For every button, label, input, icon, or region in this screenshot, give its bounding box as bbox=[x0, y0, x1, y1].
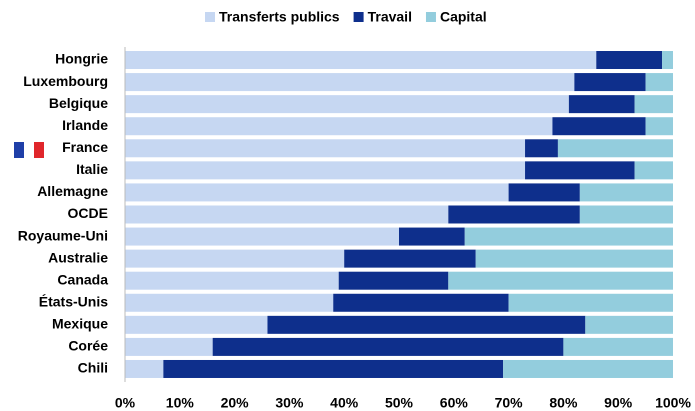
bar-segment bbox=[338, 271, 449, 290]
bar-segment bbox=[525, 139, 558, 158]
bar-segment bbox=[596, 51, 663, 69]
bar-segment bbox=[125, 205, 449, 224]
bar-segment bbox=[552, 117, 646, 136]
bar-segment bbox=[579, 183, 673, 202]
bar-segment bbox=[508, 183, 580, 202]
flag-blue bbox=[14, 142, 24, 158]
category-label: Belgique bbox=[49, 95, 108, 111]
legend-label: Capital bbox=[440, 9, 487, 25]
bar-segment bbox=[568, 95, 635, 114]
x-tick-label: 10% bbox=[166, 395, 195, 411]
category-label: Corée bbox=[68, 338, 108, 354]
legend-swatch bbox=[425, 12, 436, 22]
legend-label: Travail bbox=[368, 9, 412, 25]
x-tick-label: 30% bbox=[275, 395, 304, 411]
category-label: Luxembourg bbox=[23, 73, 108, 89]
x-tick-label: 20% bbox=[221, 395, 250, 411]
bar-segment bbox=[125, 95, 569, 114]
category-label: Irlande bbox=[62, 117, 108, 133]
bar-segment bbox=[125, 359, 164, 378]
bar-segment bbox=[563, 337, 673, 356]
bar-segment bbox=[448, 205, 580, 224]
bar-segment bbox=[125, 315, 268, 334]
x-tick-label: 90% bbox=[604, 395, 633, 411]
x-tick-label: 0% bbox=[115, 395, 136, 411]
category-label: Canada bbox=[57, 271, 108, 287]
category-label: Hongrie bbox=[55, 51, 108, 67]
legend-swatch bbox=[353, 12, 364, 22]
x-tick-label: 40% bbox=[330, 395, 359, 411]
bar-segment bbox=[645, 117, 673, 136]
legend-swatch bbox=[205, 12, 215, 22]
bar-segment bbox=[634, 95, 673, 114]
france-flag bbox=[14, 142, 44, 158]
bar-segment bbox=[267, 315, 586, 334]
x-tick-label: 100% bbox=[655, 395, 691, 411]
category-label: États-Unis bbox=[39, 293, 108, 309]
bar-segment bbox=[574, 73, 646, 92]
bar-segment bbox=[579, 205, 673, 224]
category-label: Italie bbox=[76, 161, 108, 177]
bar-segment bbox=[525, 161, 635, 180]
category-label: OCDE bbox=[68, 205, 108, 221]
bar-segment bbox=[125, 337, 213, 356]
category-label: Chili bbox=[78, 360, 108, 376]
x-tick-label: 60% bbox=[440, 395, 469, 411]
bar-segment bbox=[645, 73, 673, 92]
bar-segment bbox=[125, 139, 526, 158]
bar-segment bbox=[475, 249, 673, 268]
bar-segment bbox=[125, 293, 334, 312]
category-label: Royaume-Uni bbox=[18, 227, 108, 243]
category-label: France bbox=[62, 139, 108, 155]
category-label: Australie bbox=[48, 249, 108, 265]
bar-segment bbox=[634, 161, 673, 180]
x-tick-label: 80% bbox=[549, 395, 578, 411]
bar-segment bbox=[125, 271, 339, 290]
category-label: Mexique bbox=[52, 316, 108, 332]
flag-white bbox=[24, 142, 34, 158]
bar-segment bbox=[464, 227, 673, 246]
bar-segment bbox=[163, 359, 504, 378]
bar-segment bbox=[508, 293, 673, 312]
bar-segment bbox=[557, 139, 673, 158]
category-label: Allemagne bbox=[37, 183, 108, 199]
bar-segment bbox=[662, 51, 673, 69]
bar-segment bbox=[448, 271, 673, 290]
flag-red bbox=[34, 142, 44, 158]
bar-segment bbox=[125, 249, 345, 268]
x-tick-label: 50% bbox=[385, 395, 414, 411]
bar-segment bbox=[125, 161, 526, 180]
bar-segment bbox=[125, 117, 553, 136]
bar-segment bbox=[125, 227, 399, 246]
bar-segment bbox=[125, 51, 597, 69]
bar-segment bbox=[344, 249, 476, 268]
legend-label: Transferts publics bbox=[219, 9, 340, 25]
bar-segment bbox=[125, 183, 509, 202]
bar-segment bbox=[399, 227, 465, 246]
bar-segment bbox=[333, 293, 509, 312]
bar-segment bbox=[503, 359, 673, 378]
bar-segment bbox=[212, 337, 564, 356]
bar-segment bbox=[585, 315, 673, 334]
bar-segment bbox=[125, 73, 575, 92]
x-tick-label: 70% bbox=[495, 395, 524, 411]
